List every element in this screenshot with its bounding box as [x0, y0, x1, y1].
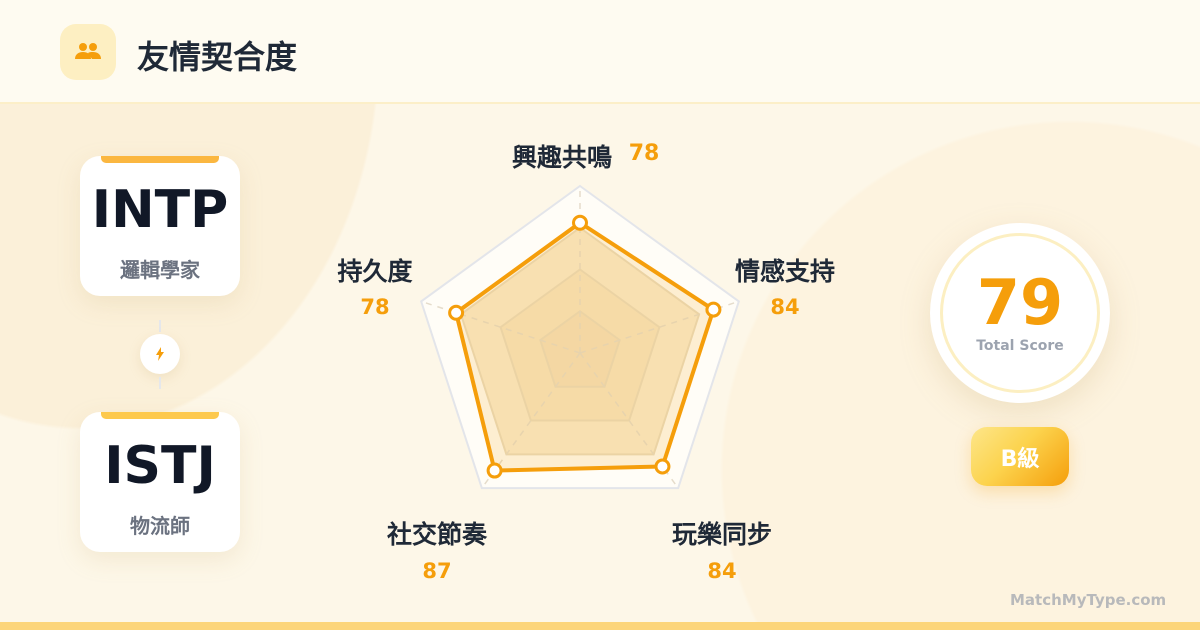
brand-watermark: MatchMyType.com	[1010, 591, 1167, 609]
axis-value: 84	[770, 295, 800, 319]
type-code: ISTJ	[104, 436, 216, 496]
grade-badge: B級	[971, 427, 1069, 486]
people-icon	[60, 24, 116, 80]
axis-spoke	[481, 352, 581, 489]
radar-point	[654, 458, 671, 475]
radar-series-area	[454, 220, 716, 473]
radar-point	[486, 462, 503, 479]
axis-label: 玩樂同步	[671, 520, 773, 549]
total-score-value: 79	[976, 266, 1064, 339]
bottom-bar	[0, 622, 1200, 630]
type-nickname: 邏輯學家	[120, 258, 200, 282]
divider	[159, 377, 161, 389]
header: 友情契合度	[0, 0, 1200, 104]
page-title: 友情契合度	[137, 38, 298, 76]
axis-label: 社交節奏	[386, 520, 488, 549]
total-score-label: Total Score	[976, 338, 1064, 354]
type-card-2: ISTJ 物流師	[80, 412, 240, 552]
total-score-circle: 79 Total Score	[930, 223, 1110, 403]
axis-spoke	[420, 300, 581, 354]
axis-value: 78	[360, 295, 390, 319]
radar-point	[705, 301, 722, 318]
radar-point	[448, 304, 465, 321]
type-nickname: 物流師	[130, 514, 190, 538]
axis-label: 持久度	[337, 257, 413, 286]
axis-value: 78	[628, 141, 660, 166]
axis-label: 興趣共鳴	[511, 143, 613, 172]
radar-point	[572, 214, 588, 231]
axis-spoke	[579, 300, 740, 354]
type-card-1: INTP 邏輯學家	[80, 156, 240, 296]
divider	[159, 320, 161, 332]
axis-value: 87	[422, 559, 452, 583]
axis-spoke	[579, 352, 679, 489]
lightning-icon	[140, 334, 180, 374]
type-code: INTP	[91, 180, 229, 240]
axis-label: 情感支持	[734, 257, 836, 286]
axis-value: 84	[707, 559, 737, 583]
